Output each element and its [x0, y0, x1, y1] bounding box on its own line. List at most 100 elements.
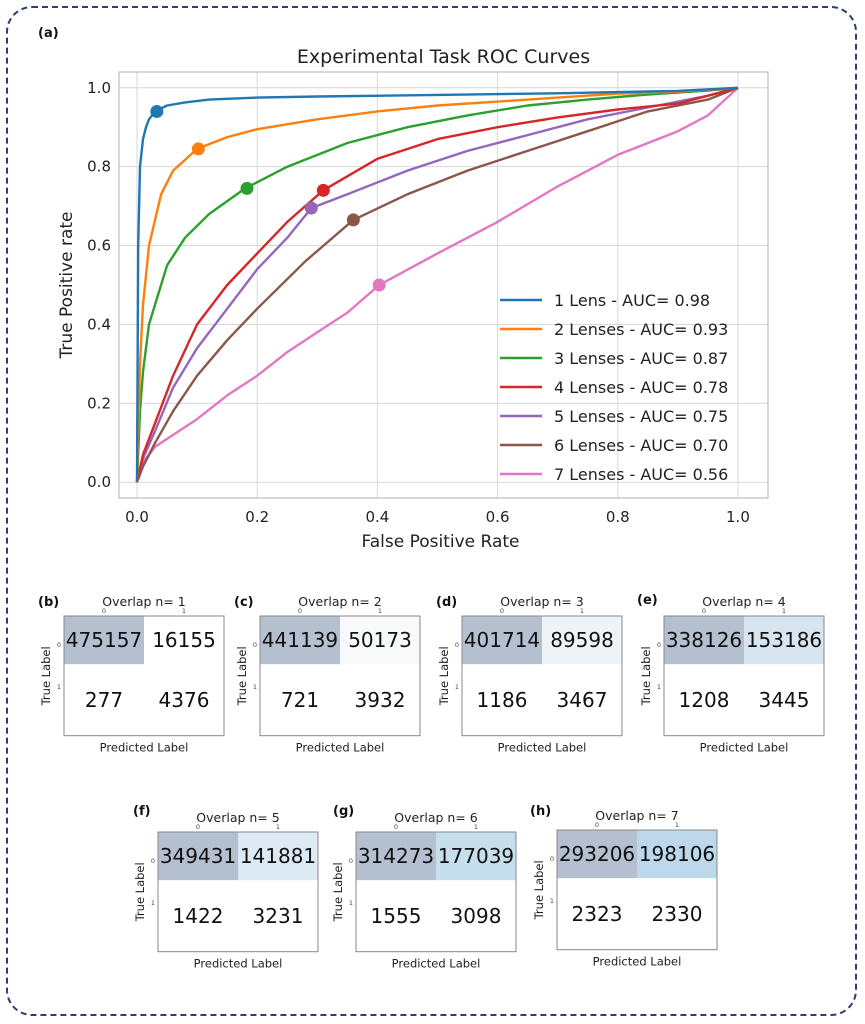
- cm-cell-value: 314273: [358, 844, 434, 868]
- cm-cell-value: 1208: [679, 688, 730, 712]
- cm-cell: [64, 616, 144, 665]
- cm-cell: [356, 832, 436, 881]
- roc-marker-5: [304, 201, 318, 215]
- legend-entry-3: 3 Lenses - AUC= 0.87: [554, 349, 728, 368]
- cm-cell-value: 1555: [371, 904, 422, 928]
- cm-cell-value: 3445: [759, 688, 810, 712]
- cm-cell-value: 3098: [451, 904, 502, 928]
- cm-cell: [356, 880, 436, 952]
- cm-y-axis-label: True Label: [639, 646, 653, 706]
- cm-y-tick: 1: [349, 899, 353, 907]
- cm-x-tick: 1: [474, 823, 478, 831]
- cm-x-tick: 1: [782, 607, 786, 615]
- cm-x-axis-label: Predicted Label: [392, 957, 481, 971]
- panel-label: (d): [436, 595, 457, 610]
- cm-y-tick: 0: [349, 857, 353, 865]
- cm-cell-value: 338126: [666, 628, 742, 652]
- panel-label: (c): [234, 595, 254, 610]
- cm-cell-value: 3467: [557, 688, 608, 712]
- x-tick-label: 0.2: [245, 508, 269, 526]
- cm-cell-value: 2330: [652, 902, 703, 926]
- panel-label: (b): [38, 595, 59, 610]
- cm-cell: [144, 664, 224, 736]
- cm-y-tick: 1: [657, 683, 661, 691]
- cm-x-tick: 0: [394, 823, 398, 831]
- cm-title: Overlap n= 1: [102, 594, 185, 609]
- y-tick-label: 0.4: [87, 315, 111, 333]
- cm-x-axis-label: Predicted Label: [700, 741, 789, 755]
- figure-frame: [6, 6, 857, 1016]
- cm-cell-value: 16155: [152, 628, 216, 652]
- cm-y-tick: 1: [455, 683, 459, 691]
- cm-x-tick: 0: [196, 823, 200, 831]
- cm-cell: [744, 616, 824, 665]
- cm-cell: [340, 616, 420, 665]
- cm-cell-value: 50173: [348, 628, 412, 652]
- cm-y-axis-label: True Label: [331, 862, 345, 922]
- cm-cell-value: 1422: [173, 904, 224, 928]
- cm-cell-value: 1186: [477, 688, 528, 712]
- legend-entry-2: 2 Lenses - AUC= 0.93: [554, 320, 728, 339]
- cm-cell: [557, 878, 637, 950]
- cm-x-tick: 1: [580, 607, 584, 615]
- cm-cell: [340, 664, 420, 736]
- cm-cell: [664, 616, 744, 665]
- cm-x-axis-label: Predicted Label: [296, 741, 385, 755]
- cm-x-tick: 0: [298, 607, 302, 615]
- x-tick-label: 1.0: [726, 508, 750, 526]
- legend-entry-7: 7 Lenses - AUC= 0.56: [554, 465, 728, 484]
- cm-title: Overlap n= 6: [394, 810, 477, 825]
- chart-title: Experimental Task ROC Curves: [297, 46, 590, 68]
- x-tick-label: 0.8: [606, 508, 630, 526]
- cm-y-axis-label: True Label: [532, 860, 546, 920]
- cm-cell: [238, 832, 318, 881]
- roc-line-7: [135, 86, 739, 483]
- legend-entry-4: 4 Lenses - AUC= 0.78: [554, 378, 728, 397]
- y-tick-label: 0.2: [87, 394, 111, 412]
- cm-title: Overlap n= 3: [500, 594, 583, 609]
- panel-label: (g): [333, 804, 354, 819]
- cm-cell: [542, 616, 622, 665]
- cm-cell: [637, 830, 717, 879]
- cm-y-tick: 0: [253, 641, 257, 649]
- roc-marker-6: [346, 213, 360, 227]
- roc-line-6: [135, 86, 739, 483]
- cm-cell-value: 89598: [550, 628, 614, 652]
- legend-entry-6: 6 Lenses - AUC= 0.70: [554, 436, 728, 455]
- cm-cell: [436, 832, 516, 881]
- panel-label: (f): [133, 804, 151, 819]
- cm-cell: [462, 616, 542, 665]
- cm-y-axis-label: True Label: [235, 646, 249, 706]
- cm-cell: [637, 878, 717, 950]
- cm-x-tick: 1: [378, 607, 382, 615]
- cm-border: [259, 615, 421, 737]
- roc-line-2: [135, 86, 739, 483]
- roc-chart: 0.0 0.2 0.4 0.6 0.8 1.0 0.0 0.2 0.4 0.6 0.8 1.0 Expe…: [57, 46, 769, 552]
- cm-x-axis-label: Predicted Label: [593, 955, 682, 969]
- cm-x-tick: 0: [702, 607, 706, 615]
- cm-y-axis-label: True Label: [39, 646, 53, 706]
- roc-line-3: [135, 86, 739, 483]
- cm-title: Overlap n= 2: [298, 594, 381, 609]
- cm-x-axis-label: Predicted Label: [194, 957, 283, 971]
- cm-cell-value: 3231: [253, 904, 304, 928]
- cm-x-tick: 1: [182, 607, 186, 615]
- cm-cell-value: 401714: [464, 628, 540, 652]
- roc-marker-7: [372, 278, 386, 292]
- cm-cell: [260, 664, 340, 736]
- panel-label: (h): [530, 804, 551, 819]
- cm-x-tick: 0: [102, 607, 106, 615]
- cm-cell: [462, 664, 542, 736]
- roc-panel-label: (a): [38, 26, 59, 41]
- cm-y-tick: 0: [657, 641, 661, 649]
- cm-cell-value: 4376: [159, 688, 210, 712]
- roc-marker-4: [316, 183, 330, 197]
- cm-y-tick: 1: [57, 683, 61, 691]
- x-tick-label: 0.4: [365, 508, 389, 526]
- x-tick-label: 0.6: [486, 508, 510, 526]
- y-tick-label: 1.0: [87, 79, 111, 97]
